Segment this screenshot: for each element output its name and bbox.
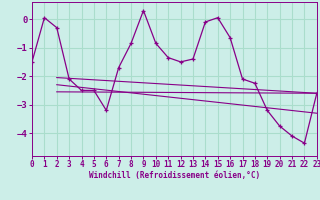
X-axis label: Windchill (Refroidissement éolien,°C): Windchill (Refroidissement éolien,°C) <box>89 171 260 180</box>
